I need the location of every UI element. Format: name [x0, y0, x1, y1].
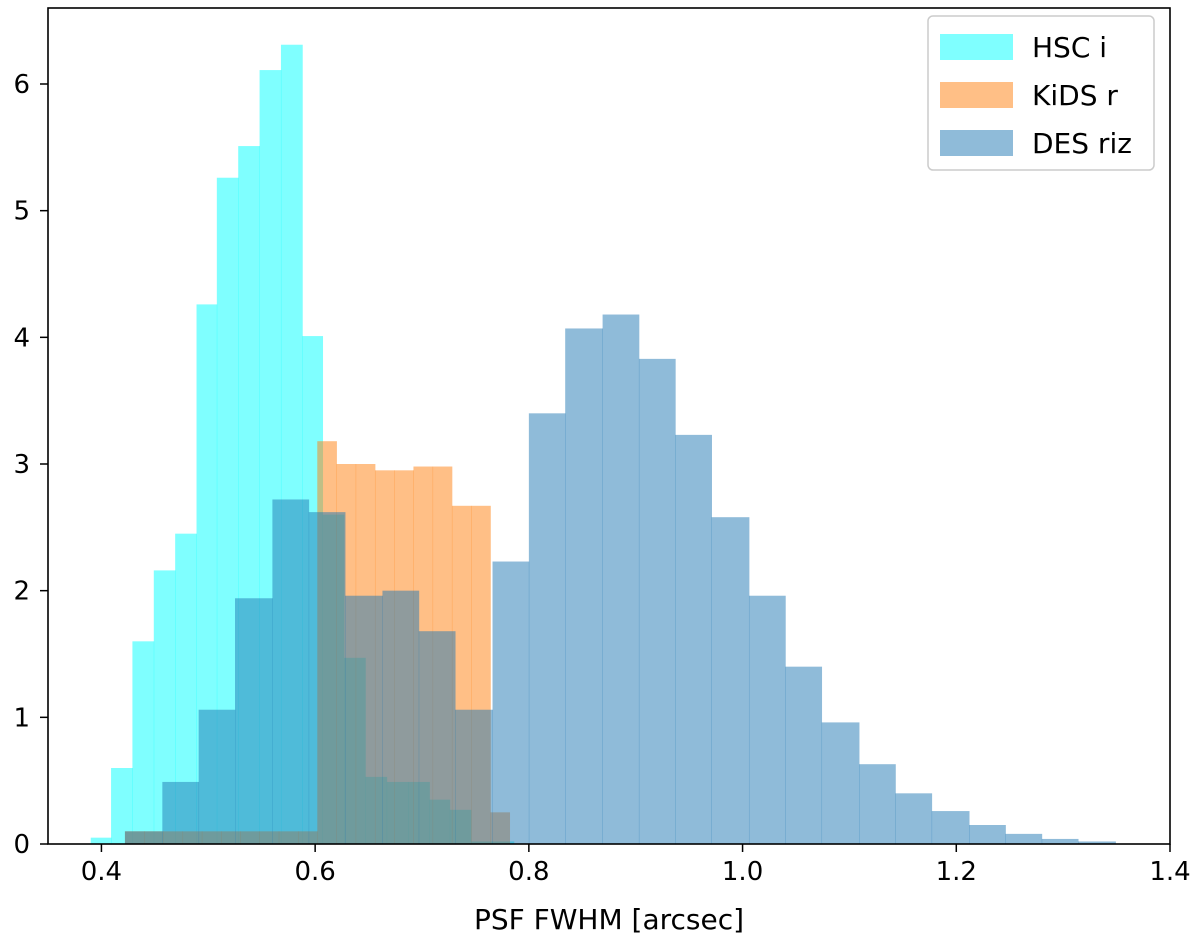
y-tick-label: 1 — [13, 703, 30, 733]
histogram-bar — [528, 413, 566, 844]
histogram-bar — [969, 825, 1006, 844]
histogram-bar — [345, 595, 383, 844]
plot-frame — [47, 7, 1171, 845]
histogram-bar — [821, 722, 860, 844]
y-tick-label: 3 — [13, 450, 30, 480]
histogram-bars — [90, 44, 1116, 845]
y-tick-label: 0 — [13, 830, 30, 860]
histogram-bar — [111, 768, 133, 844]
histogram-bar — [382, 590, 420, 844]
x-axis-ticks: 0.4 0.6 0.8 1.0 1.2 1.4 — [81, 844, 1191, 887]
histogram-bar — [1005, 833, 1043, 844]
histogram-bar — [196, 304, 218, 844]
histogram-bar — [1078, 841, 1116, 844]
legend-label: DES riz — [1032, 127, 1132, 160]
histogram-bar — [198, 709, 236, 844]
histogram-bar — [418, 631, 456, 844]
histogram-bar — [124, 831, 163, 844]
x-axis-label: PSF FWHM [arcsec] — [474, 903, 744, 936]
x-tick-label: 0.6 — [294, 857, 335, 887]
x-tick-label: 0.8 — [508, 857, 549, 887]
histogram-bar — [895, 793, 933, 844]
histogram-bar — [175, 533, 197, 844]
y-tick-label: 6 — [13, 70, 30, 100]
histogram-bar — [748, 595, 786, 844]
legend-label: KiDS r — [1032, 79, 1118, 112]
histogram-bar — [153, 570, 176, 844]
histogram-bar — [931, 811, 970, 844]
histogram-bar — [1041, 838, 1079, 844]
histogram-bar — [308, 512, 346, 844]
histogram-bar — [859, 764, 896, 844]
histogram-bar — [785, 666, 823, 844]
histogram-bar — [216, 177, 239, 845]
x-tick-label: 0.4 — [81, 857, 122, 887]
legend: HSC i KiDS r DES riz — [927, 15, 1155, 171]
x-tick-label: 1.0 — [722, 857, 763, 887]
histogram-bar — [272, 499, 310, 844]
x-tick-label: 1.2 — [936, 857, 977, 887]
histogram-bar — [235, 598, 273, 844]
x-tick-label: 1.4 — [1149, 857, 1190, 887]
legend-entries: HSC i KiDS r DES riz — [940, 31, 1132, 160]
histogram-bar — [455, 709, 493, 844]
legend-swatch — [940, 34, 1013, 60]
legend-swatch — [940, 130, 1013, 156]
histogram-bar — [675, 434, 712, 844]
histogram-bar — [162, 781, 200, 844]
y-tick-label: 5 — [13, 197, 30, 227]
histogram-bar — [565, 328, 603, 845]
histogram-bar — [132, 641, 155, 844]
series-2-bars — [124, 314, 1116, 845]
legend-swatch — [940, 82, 1013, 108]
legend-label: HSC i — [1032, 31, 1107, 64]
y-tick-label: 2 — [13, 577, 30, 607]
histogram-bar — [602, 314, 640, 844]
histogram-bar — [711, 517, 750, 844]
histogram-bar — [90, 837, 112, 844]
histogram-bar — [492, 561, 530, 844]
y-axis-ticks: 0 1 2 3 4 5 6 — [13, 70, 48, 860]
histogram-bar — [638, 358, 676, 844]
y-tick-label: 4 — [13, 323, 30, 353]
